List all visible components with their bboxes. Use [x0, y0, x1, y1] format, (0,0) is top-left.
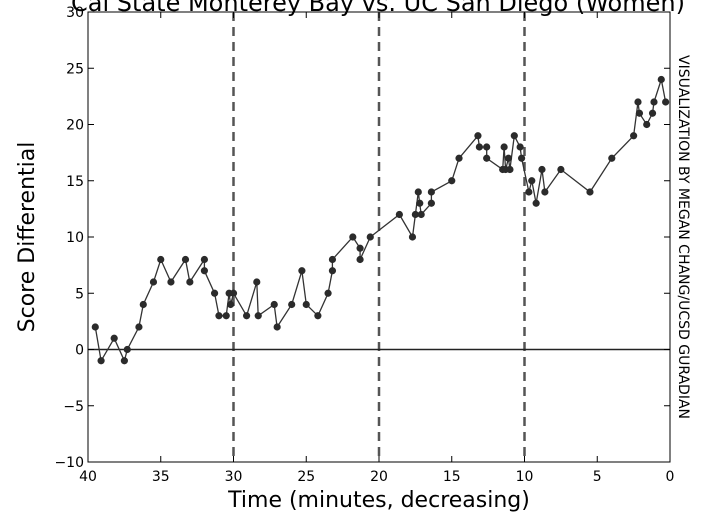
data-point — [167, 278, 174, 285]
data-point — [329, 256, 336, 263]
data-point — [97, 357, 104, 364]
data-point — [658, 76, 665, 83]
data-point — [483, 143, 490, 150]
data-point — [274, 323, 281, 330]
data-point — [186, 278, 193, 285]
data-point — [415, 188, 422, 195]
data-point — [367, 233, 374, 240]
data-point — [428, 200, 435, 207]
x-tick-label: 25 — [297, 469, 315, 485]
data-point — [483, 155, 490, 162]
data-point — [356, 245, 363, 252]
data-point — [121, 357, 128, 364]
data-point — [135, 323, 142, 330]
data-point — [448, 177, 455, 184]
data-point — [517, 143, 524, 150]
data-point — [538, 166, 545, 173]
data-point — [157, 256, 164, 263]
data-point — [140, 301, 147, 308]
data-point — [528, 177, 535, 184]
x-tick-label: 30 — [225, 469, 243, 485]
data-point — [511, 132, 518, 139]
data-point — [474, 132, 481, 139]
y-axis: −10 −5 0 5 10 15 20 25 30 — [54, 5, 670, 471]
y-tick-label: 10 — [66, 230, 84, 246]
y-tick-label: 20 — [66, 118, 84, 134]
data-point — [525, 188, 532, 195]
data-point — [255, 312, 262, 319]
data-point — [223, 312, 230, 319]
data-point — [211, 290, 218, 297]
x-tick-label: 10 — [516, 469, 534, 485]
plot-area — [88, 12, 670, 462]
data-point — [409, 233, 416, 240]
series-group — [92, 76, 670, 364]
data-point — [636, 110, 643, 117]
y-axis-label: Score Differential — [15, 142, 40, 333]
data-point — [506, 166, 513, 173]
data-point — [303, 301, 310, 308]
data-point — [505, 155, 512, 162]
data-point — [215, 312, 222, 319]
data-point — [201, 256, 208, 263]
x-tick-label: 40 — [79, 469, 97, 485]
x-tick-label: 20 — [370, 469, 388, 485]
data-point — [608, 155, 615, 162]
data-point — [124, 346, 131, 353]
y-tick-label: 5 — [75, 286, 84, 302]
data-point — [271, 301, 278, 308]
x-tick-label: 5 — [593, 469, 602, 485]
data-point — [356, 256, 363, 263]
data-point — [253, 278, 260, 285]
x-tick-label: 15 — [443, 469, 461, 485]
data-point — [634, 98, 641, 105]
data-point — [230, 290, 237, 297]
data-point — [643, 121, 650, 128]
data-point — [586, 188, 593, 195]
data-point — [227, 301, 234, 308]
data-point — [329, 267, 336, 274]
data-point — [288, 301, 295, 308]
data-point — [92, 323, 99, 330]
data-point — [650, 98, 657, 105]
data-point — [518, 155, 525, 162]
x-tick-label: 0 — [666, 469, 675, 485]
data-point — [150, 278, 157, 285]
data-point — [662, 98, 669, 105]
data-point — [396, 211, 403, 218]
y-tick-label: 30 — [66, 5, 84, 21]
data-point — [557, 166, 564, 173]
data-point — [201, 267, 208, 274]
credit-label: VISUALIZATION BY MEGAN CHANG/UCSD GURADI… — [675, 55, 691, 419]
data-point — [324, 290, 331, 297]
data-point — [314, 312, 321, 319]
data-point — [418, 211, 425, 218]
y-tick-label: −5 — [63, 399, 84, 415]
data-point — [455, 155, 462, 162]
y-tick-label: 25 — [66, 61, 84, 77]
data-point — [298, 267, 305, 274]
data-point — [182, 256, 189, 263]
x-tick-label: 35 — [152, 469, 170, 485]
y-tick-label: −10 — [54, 455, 84, 471]
reference-lines — [88, 12, 670, 462]
series-line — [95, 80, 665, 361]
x-axis: 40 35 30 25 20 15 10 5 0 — [79, 12, 674, 485]
data-point — [416, 200, 423, 207]
y-tick-label: 15 — [66, 174, 84, 190]
data-point — [630, 132, 637, 139]
data-point — [243, 312, 250, 319]
y-tick-label: 0 — [75, 343, 84, 359]
data-point — [541, 188, 548, 195]
data-point — [501, 143, 508, 150]
data-point — [349, 233, 356, 240]
data-point — [428, 188, 435, 195]
x-axis-label: Time (minutes, decreasing) — [227, 488, 530, 513]
data-point — [533, 200, 540, 207]
data-point — [649, 110, 656, 117]
data-point — [476, 143, 483, 150]
data-point — [111, 335, 118, 342]
